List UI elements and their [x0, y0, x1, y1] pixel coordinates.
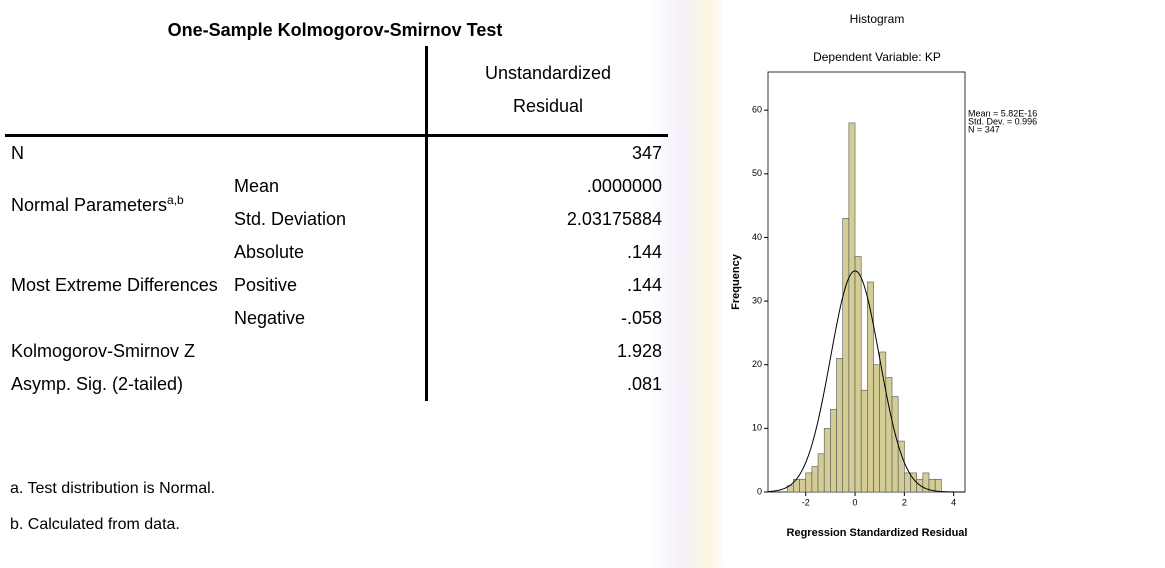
bar	[934, 478, 942, 493]
y-tick-label: 30	[752, 295, 762, 305]
y-tick-label: 10	[752, 423, 762, 433]
x-axis-label: Regression Standardized Residual	[787, 527, 968, 539]
chart-title: Histogram	[850, 12, 905, 26]
table-row: Std. Deviation 2.03175884	[5, 203, 668, 236]
footnote: b. Calculated from data.	[10, 516, 180, 533]
stat-label: Std. Deviation	[234, 209, 347, 229]
bar	[830, 408, 837, 493]
bar	[873, 364, 880, 493]
y-tick-label: 50	[752, 168, 762, 178]
bar	[842, 218, 850, 493]
stat-value: .0000000	[425, 170, 668, 203]
stat-value: .144	[425, 236, 668, 269]
stat-label: Negative	[234, 308, 306, 328]
row-label: Kolmogorov-Smirnov Z	[5, 335, 427, 368]
bar	[848, 122, 856, 493]
header-text: Unstandardized	[484, 63, 612, 83]
bar	[897, 440, 905, 493]
x-tick-label: 0	[853, 497, 858, 507]
row-label-text: Normal Parameters	[11, 195, 168, 215]
stat-value: 347	[425, 135, 668, 170]
y-axis-label: Frequency	[730, 253, 742, 310]
table-row: Kolmogorov-Smirnov Z 1.928	[5, 335, 668, 368]
bar	[799, 478, 807, 493]
header-cell	[5, 46, 427, 137]
normal-curve	[767, 270, 965, 493]
y-tick-label: 40	[752, 232, 762, 242]
x-tick-label: -2	[802, 497, 810, 507]
y-tick-label: 60	[752, 105, 762, 115]
ks-table: Unstandardized Residual N 347 Normal Paramet…	[5, 46, 668, 401]
table-row: Asymp. Sig. (2-tailed) .081	[5, 368, 668, 401]
table-row: Negative -.058	[5, 302, 668, 335]
stat-label: N = 347	[968, 124, 1000, 134]
table-title: One-Sample Kolmogorov-Smirnov Test	[167, 20, 503, 40]
header-cell: Unstandardized Residual	[425, 46, 668, 137]
row-label: N	[5, 136, 427, 171]
bar	[805, 472, 813, 493]
row-label: Asymp. Sig. (2-tailed)	[5, 368, 427, 401]
row-label-text: Kolmogorov-Smirnov Z	[11, 341, 196, 361]
y-tick-label: 20	[752, 359, 762, 369]
bar	[854, 256, 862, 493]
row-label-text: N	[11, 143, 24, 163]
stat-value: .081	[425, 368, 668, 401]
chart-subtitle: Dependent Variable: KP	[813, 50, 941, 64]
table-row: Most Extreme Differences Absolute .144	[5, 236, 668, 295]
stat-label: Mean	[234, 176, 280, 196]
stat-value: 2.03175884	[425, 203, 668, 236]
footnote: a. Test distribution is Normal.	[10, 480, 216, 497]
table-row: Normal Parametersa,b Mean .0000000	[5, 170, 668, 215]
stat-label: Positive	[234, 275, 298, 295]
row-label-text: Most Extreme Differences	[11, 275, 218, 295]
x-tick-label: 2	[902, 497, 907, 507]
bar	[860, 389, 868, 493]
row-label: Normal Parametersa,b	[5, 170, 228, 236]
header-row: Unstandardized Residual	[5, 46, 668, 137]
row-label: Most Extreme Differences	[5, 236, 228, 335]
stat-value: -.058	[425, 302, 668, 335]
bar	[811, 466, 819, 493]
bar	[867, 281, 874, 493]
bar	[817, 453, 825, 493]
footnote-ref: a,b	[167, 193, 184, 207]
row-label-text: Asymp. Sig. (2-tailed)	[11, 374, 184, 394]
header-text: Residual	[512, 96, 584, 116]
bar	[904, 472, 911, 493]
stat-label: Absolute	[234, 242, 305, 262]
table-row: N 347	[5, 135, 668, 171]
stat-label: Std. Dev. = 0.996	[968, 116, 1037, 126]
x-tick-label: 4	[951, 497, 956, 507]
bar	[823, 428, 831, 493]
bar	[836, 358, 844, 493]
table-row: Positive .144	[5, 269, 668, 302]
stat-value: .144	[425, 269, 668, 302]
y-tick-label: 0	[757, 486, 762, 496]
bar	[891, 396, 899, 493]
stat-value: 1.928	[425, 335, 668, 368]
stat-label: Mean = 5.82E-16	[968, 108, 1037, 118]
